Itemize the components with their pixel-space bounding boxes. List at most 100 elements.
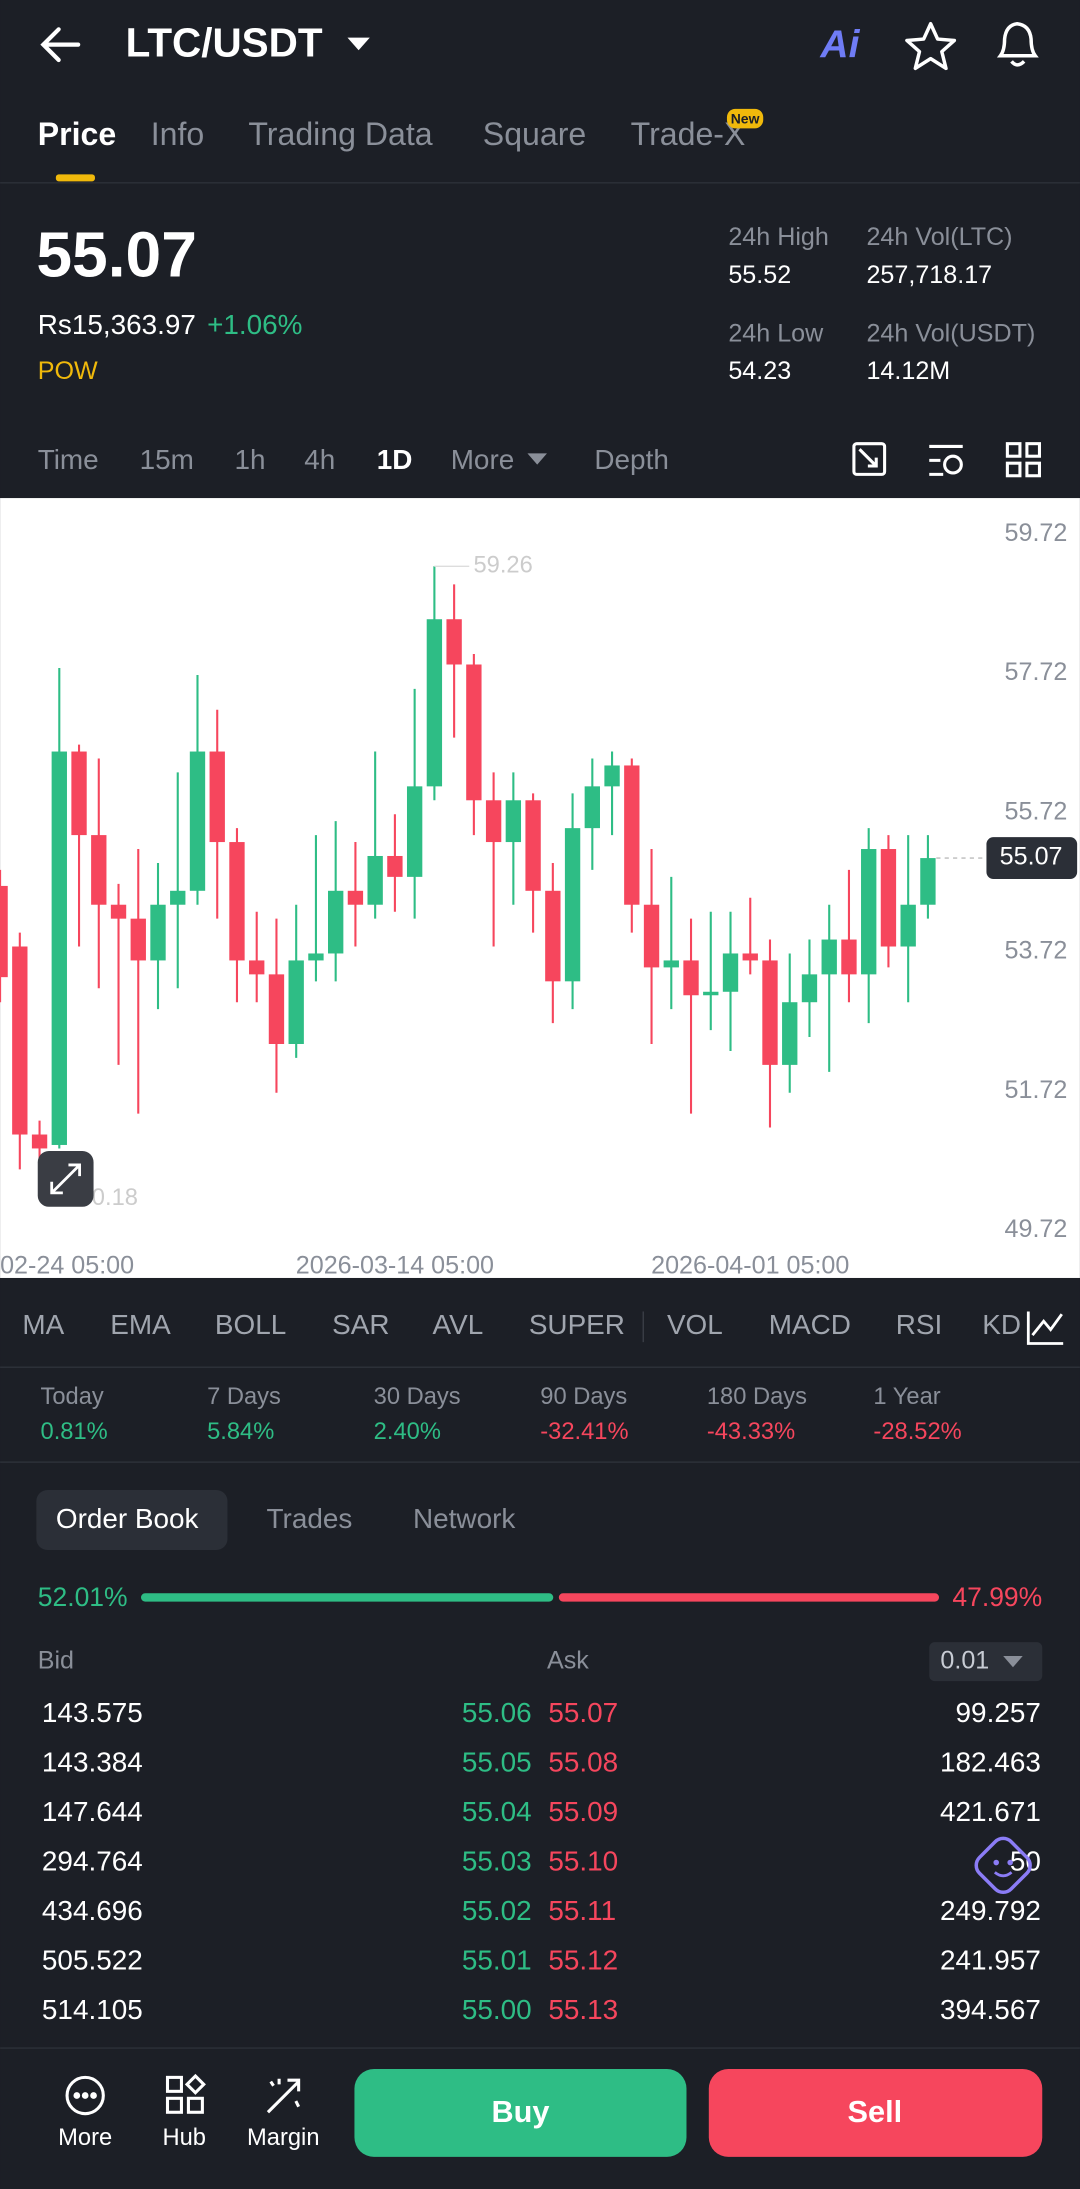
- indicator[interactable]: SAR: [332, 1309, 389, 1340]
- perf-value: -28.52%: [873, 1419, 961, 1445]
- more-caret[interactable]: [527, 453, 547, 465]
- ask-price: 55.12: [548, 1945, 618, 1976]
- interval[interactable]: More: [451, 444, 515, 475]
- buy-button-bg[interactable]: [354, 2069, 687, 2157]
- candle-body: [920, 858, 936, 905]
- bid-price: 55.00: [462, 1994, 532, 2025]
- candle-body: [0, 885, 8, 978]
- indicator[interactable]: BOLL: [215, 1309, 286, 1340]
- tab-pill: [36, 1490, 228, 1551]
- indicator-settings[interactable]: [1026, 1311, 1064, 1345]
- y-tick-label: 51.72: [1005, 1076, 1068, 1104]
- candle-body: [624, 765, 640, 905]
- x-tick-label: 2026-03-14 05:00: [296, 1251, 494, 1279]
- bid-header: Bid: [38, 1646, 74, 1674]
- precision[interactable]: 0.01: [940, 1646, 989, 1674]
- interval[interactable]: 1D: [377, 444, 413, 475]
- ask-header: Ask: [547, 1646, 589, 1674]
- bottom-item[interactable]: More: [58, 2125, 112, 2151]
- stat-value: 257,718.17: [866, 261, 992, 289]
- book-tab[interactable]: Network: [413, 1503, 515, 1534]
- bottom-item[interactable]: Hub: [162, 2125, 205, 2151]
- tab[interactable]: Square: [483, 116, 586, 152]
- interval[interactable]: 1h: [234, 444, 265, 475]
- candle-body: [466, 664, 482, 801]
- sell-button[interactable]: Sell: [848, 2094, 903, 2129]
- expand-icon[interactable]: [50, 1163, 81, 1195]
- star-icon[interactable]: [905, 21, 957, 71]
- bid-price: 55.03: [462, 1846, 532, 1877]
- indicator[interactable]: MACD: [769, 1309, 851, 1340]
- precision-caret[interactable]: [1003, 1656, 1023, 1668]
- tag: POW: [38, 357, 98, 385]
- bell-icon[interactable]: [996, 21, 1039, 67]
- interval[interactable]: Time: [38, 444, 99, 475]
- perf-value: 0.81%: [41, 1419, 108, 1445]
- interval[interactable]: Depth: [594, 444, 668, 475]
- tab[interactable]: Trade-X: [631, 116, 746, 152]
- bottom-icons[interactable]: [65, 2073, 301, 2116]
- candle-body: [209, 751, 225, 843]
- indicator[interactable]: RSI: [896, 1309, 942, 1340]
- pair-title[interactable]: LTC/USDT: [126, 20, 323, 66]
- book-tab[interactable]: Trades: [267, 1503, 353, 1534]
- indicator[interactable]: KD: [982, 1309, 1021, 1340]
- back-icon[interactable]: [40, 27, 81, 63]
- stat-value: 55.52: [728, 261, 791, 289]
- interval[interactable]: 15m: [140, 444, 194, 475]
- tab[interactable]: Trading Data: [248, 116, 432, 152]
- tab[interactable]: Price: [38, 116, 116, 152]
- indicator[interactable]: AVL: [433, 1309, 484, 1340]
- chart-tools[interactable]: [852, 442, 1042, 478]
- buy-button[interactable]: Buy: [491, 2094, 549, 2129]
- ai-icon[interactable]: Ai: [819, 24, 860, 67]
- candle-body: [663, 960, 679, 968]
- interval[interactable]: 4h: [304, 444, 335, 475]
- y-tick-label: 59.72: [1005, 519, 1068, 547]
- price-change: +1.06%: [207, 309, 302, 340]
- bid-qty: 143.384: [42, 1747, 143, 1778]
- indicator[interactable]: SUPER: [529, 1309, 625, 1340]
- candle-body: [841, 939, 857, 975]
- sell-button-bg[interactable]: [708, 2069, 1043, 2157]
- perf-value: -43.33%: [707, 1419, 795, 1445]
- bid-price: 55.04: [462, 1796, 532, 1827]
- candle-body: [367, 855, 383, 905]
- perf-value: -32.41%: [540, 1419, 628, 1445]
- candle-body: [643, 904, 660, 968]
- indicator[interactable]: EMA: [110, 1309, 171, 1340]
- candle-body: [604, 765, 620, 787]
- precision-box[interactable]: [929, 1642, 1043, 1682]
- candle-body: [12, 946, 28, 1135]
- assistant-icon[interactable]: [972, 1834, 1035, 1897]
- caret[interactable]: [347, 37, 370, 51]
- new-badge: New: [731, 111, 760, 127]
- x-tick-label: 02-24 05:00: [0, 1251, 134, 1279]
- ask-qty: 241.957: [940, 1945, 1041, 1976]
- last-price-label: 55.07: [1000, 843, 1063, 871]
- bid-price: 55.06: [462, 1697, 532, 1728]
- perf-value: 5.84%: [207, 1419, 274, 1445]
- ask-price: 55.13: [548, 1994, 618, 2025]
- book-tab[interactable]: Order Book: [56, 1503, 199, 1534]
- candle-body: [249, 960, 265, 975]
- high-label: 59.26: [473, 553, 532, 579]
- ask-price: 55.11: [548, 1895, 616, 1926]
- buy-ratio: 52.01%: [38, 1582, 128, 1612]
- candle-body: [51, 751, 67, 1145]
- tab[interactable]: Info: [151, 116, 205, 152]
- candle-body: [801, 974, 818, 1003]
- candle-body: [288, 960, 304, 1044]
- candle-body: [584, 786, 600, 829]
- candle-chart: 49.72 51.72 53.72 55.72 57.72 59.72 02-24 05:0…: [0, 498, 1080, 1279]
- bid-price: 55.05: [462, 1747, 532, 1778]
- sell-ratio: 47.99%: [952, 1582, 1042, 1612]
- bottom-item[interactable]: Margin: [247, 2125, 319, 2151]
- perf-label: 30 Days: [374, 1384, 461, 1410]
- stat-label: 24h Low: [728, 319, 824, 347]
- indicator[interactable]: MA: [22, 1309, 64, 1340]
- candle-body: [71, 751, 87, 836]
- indicator[interactable]: VOL: [667, 1309, 723, 1340]
- candle-body: [545, 890, 561, 982]
- candle-body: [130, 918, 146, 961]
